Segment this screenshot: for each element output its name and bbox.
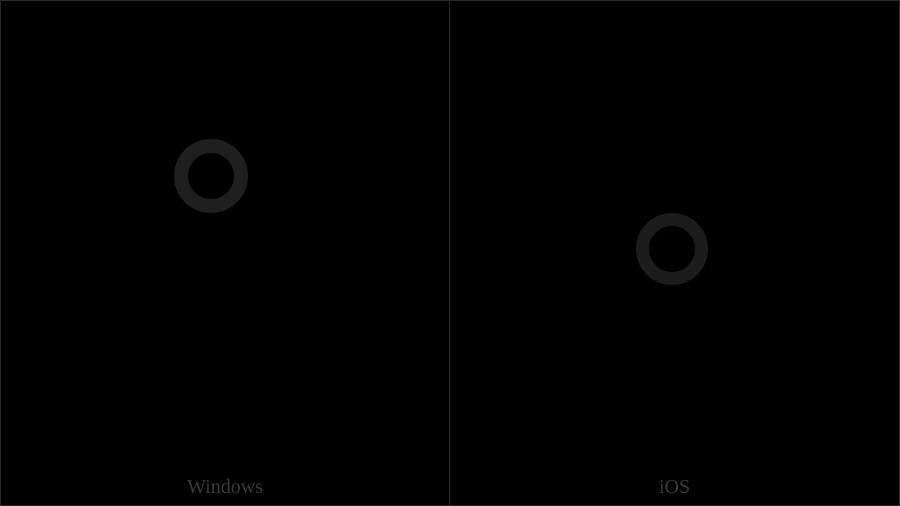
caption-windows: Windows	[1, 476, 449, 499]
glyph-ring-windows	[174, 139, 248, 213]
comparison-container: Windows iOS	[0, 0, 900, 506]
caption-ios: iOS	[450, 476, 899, 499]
glyph-ring-ios	[636, 213, 708, 285]
panel-windows: Windows	[0, 0, 450, 506]
panel-ios: iOS	[450, 0, 900, 506]
